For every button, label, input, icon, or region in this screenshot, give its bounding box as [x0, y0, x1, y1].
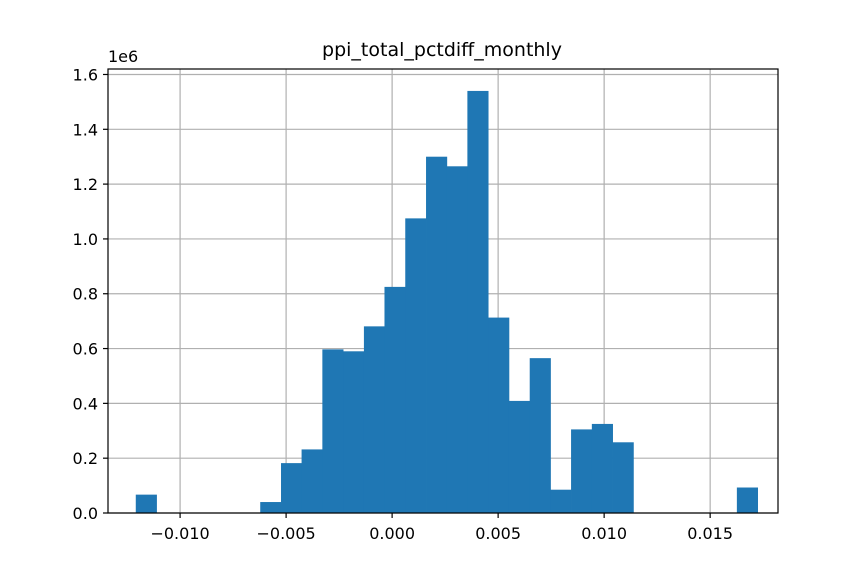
x-tick-label-2: 0.000: [369, 524, 415, 543]
y-tick-label-8: 1.6: [73, 65, 98, 84]
histogram-bar-6: [260, 502, 282, 513]
histogram-bar-21: [571, 429, 593, 513]
histogram-bar-14: [426, 156, 448, 513]
histogram-bar-20: [550, 489, 572, 513]
x-tick-label-0: −0.010: [150, 524, 209, 543]
histogram-bar-13: [405, 218, 427, 514]
y-tick-label-7: 1.4: [73, 120, 98, 139]
x-tick-label-4: 0.010: [581, 524, 627, 543]
y-tick-label-6: 1.2: [73, 175, 98, 194]
y-offset-label: 1e6: [108, 47, 138, 66]
histogram-bar-15: [446, 166, 468, 513]
histogram-bar-18: [508, 400, 531, 513]
histogram-bar-11: [363, 326, 386, 513]
x-tick-label-1: −0.005: [256, 524, 315, 543]
y-tick-label-4: 0.8: [73, 285, 98, 304]
y-tick-label-0: 0.0: [73, 504, 98, 523]
x-tick-label-3: 0.005: [475, 524, 521, 543]
histogram-bar-12: [384, 286, 406, 513]
histogram-bar-22: [591, 423, 613, 513]
y-tick-label-3: 0.6: [73, 340, 98, 359]
y-tick-label-1: 0.2: [73, 449, 98, 468]
chart-title: ppi_total_pctdiff_monthly: [322, 39, 562, 61]
y-tick-label-5: 1.0: [73, 230, 98, 249]
x-tick-label-5: 0.015: [687, 524, 733, 543]
histogram-bar-23: [612, 442, 634, 513]
histogram-bar-0: [135, 494, 157, 513]
y-tick-label-2: 0.4: [73, 394, 98, 413]
histogram-bar-7: [281, 463, 303, 513]
histogram-bar-29: [736, 487, 759, 513]
histogram-bar-8: [301, 449, 323, 513]
histogram-bar-17: [488, 317, 510, 513]
plot-frame: [107, 68, 779, 514]
histogram-bar-19: [529, 358, 551, 513]
histogram-bars: [135, 90, 759, 514]
histogram-bar-16: [467, 90, 489, 513]
histogram-bar-10: [343, 351, 365, 513]
axis-ticks: −0.010 −0.005 0.000 0.005 0.010 0.015 0.0 0.2 0.…: [73, 65, 734, 543]
histogram-bar-9: [322, 349, 344, 513]
